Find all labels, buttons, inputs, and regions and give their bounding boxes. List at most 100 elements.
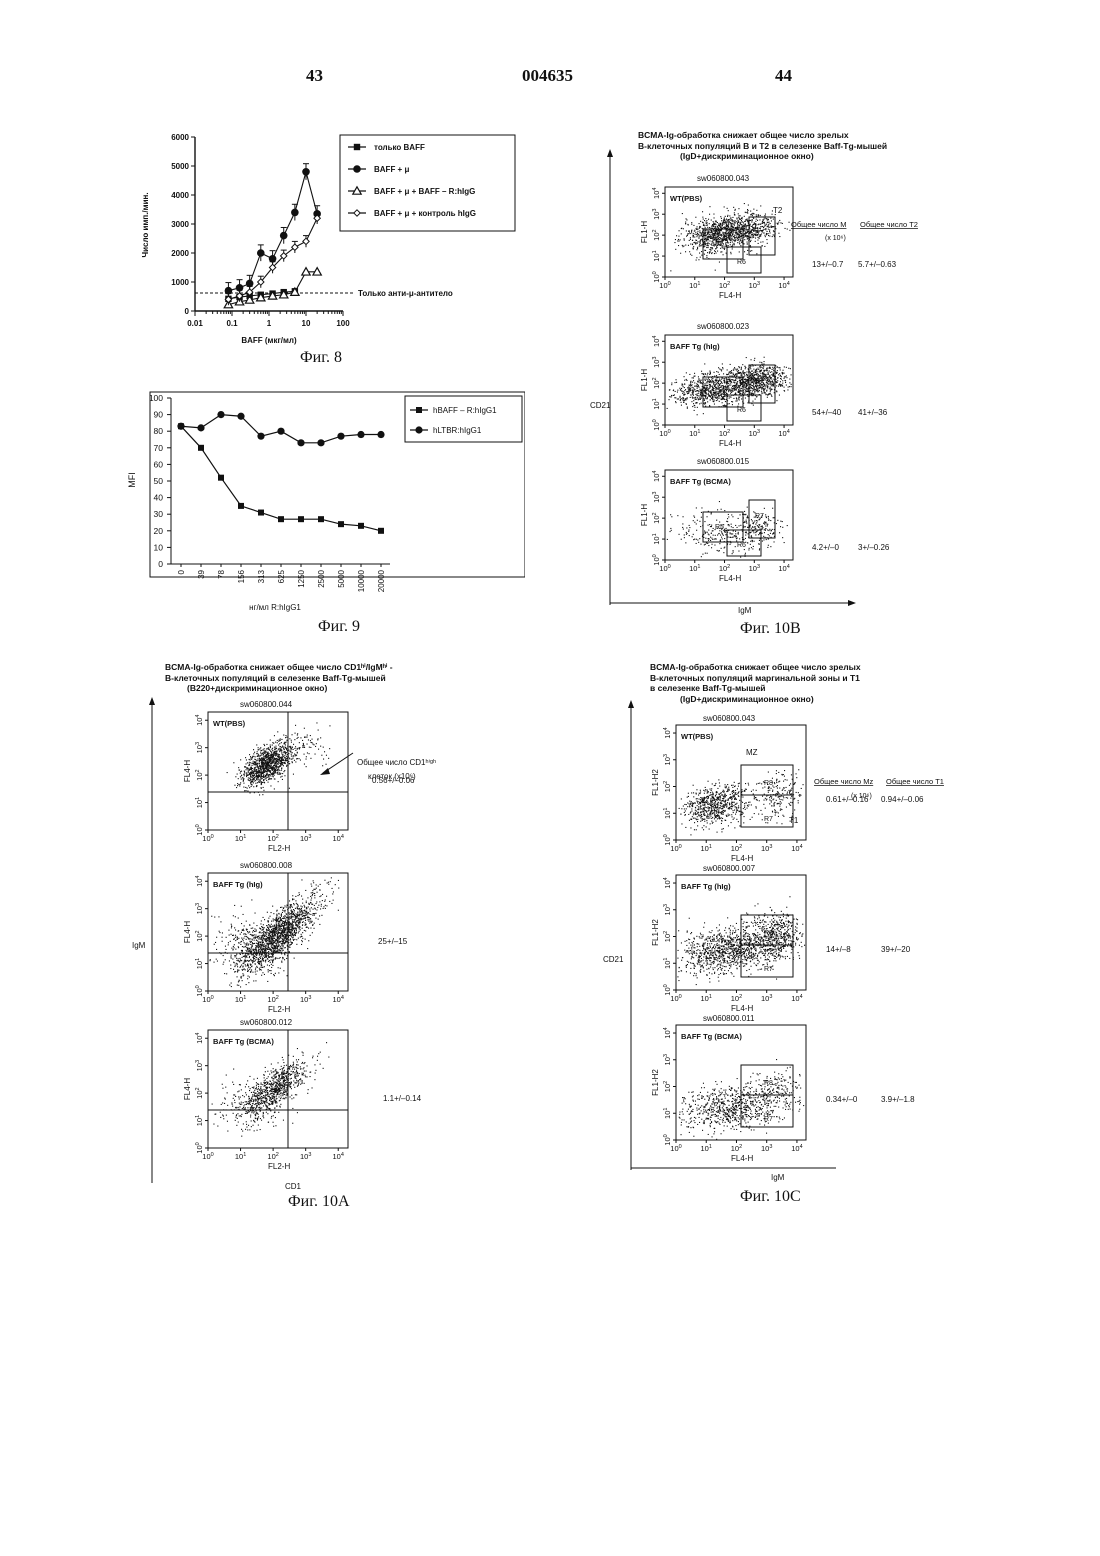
fig10c-plot-y-tick-label: 104 — [663, 1027, 672, 1038]
fig10a-plot-x-tick-label: 103 — [300, 1152, 311, 1161]
fig10b-figure: CD21IgMОбщее число МОбщее число Т2(x 10⁶… — [590, 145, 940, 615]
fig10c-plot-y-tick-label: 102 — [663, 931, 672, 942]
fig10a-plot-y-tick-label: 102 — [195, 1087, 204, 1098]
fig9-y-tick-label: 50 — [154, 476, 164, 486]
fig10b-panel-id: sw060800.023 — [697, 322, 750, 331]
fig10b-plot-y-tick-label: 103 — [652, 357, 661, 368]
fig10c-value-mz: 0.61+/–0.16 — [826, 795, 869, 804]
fig9-y-tick-label: 20 — [154, 526, 164, 536]
fig10c-panel-label: BAFF Tg (hIg) — [681, 882, 731, 891]
fig10c-plot-xlabel: FL4-H — [731, 854, 753, 863]
fig10c-gate-label-t1: T1 — [789, 816, 799, 825]
fig10b-plot-x-tick-label: 102 — [719, 429, 730, 438]
fig10a-title-line3: (B220+дискриминационное окно) — [165, 683, 393, 694]
fig8-chart: Число имп./мин. BAFF (мкг/мл) 0100020003… — [130, 125, 520, 355]
fig10b-plot-x-tick-label: 103 — [749, 564, 760, 573]
fig10b-value-m: 13+/–0.7 — [812, 260, 844, 269]
fig10a-plot-x-tick-label: 101 — [235, 995, 246, 1004]
fig9-x-tick-label: 2500 — [317, 569, 326, 587]
fig10b-plot-y-tick-label: 104 — [652, 188, 661, 199]
fig10b-plot-ylabel: FL1-H — [640, 369, 649, 391]
fig10a-plot-y-tick-label: 103 — [195, 903, 204, 914]
fig10b-caption: Фиг. 10B — [740, 620, 801, 638]
fig10c-plot-x-tick-label: 102 — [731, 1144, 742, 1153]
fig10a-plot-x-tick-label: 103 — [300, 995, 311, 1004]
fig9-caption: Фиг. 9 — [318, 618, 360, 636]
fig9-legend-marker — [415, 426, 422, 433]
fig10c-value-mz: 0.34+/–0 — [826, 1095, 858, 1104]
fig9-y-tick-label: 0 — [158, 559, 163, 569]
fig9-point — [337, 433, 344, 440]
fig10c-value-mz: 14+/–8 — [826, 945, 851, 954]
fig8-legend-label: BAFF + μ + BAFF – R:hIgG — [374, 187, 475, 196]
fig10c-gate-label-r7: R7 — [764, 966, 773, 973]
fig10a-plot-y-tick-label: 100 — [195, 824, 204, 835]
fig10c-plot-x-tick-label: 100 — [670, 994, 681, 1003]
fig8-x-tick-label: 0.1 — [226, 319, 238, 328]
fig10a-plot-y-tick-label: 102 — [195, 769, 204, 780]
fig9-point — [258, 510, 264, 516]
fig10b-axis-x-label: IgM — [738, 606, 752, 615]
fig9-y-tick-label: 40 — [154, 493, 164, 503]
fig10b-axis-y-label: CD21 — [590, 401, 611, 410]
fig9-point — [278, 516, 284, 522]
fig10a-plot-y-tick-label: 100 — [195, 985, 204, 996]
fig10c-plot-ylabel: FL1-H2 — [651, 919, 660, 946]
fig10a-caption: Фиг. 10A — [288, 1193, 350, 1211]
patent-number: 004635 — [522, 66, 573, 86]
fig8-x-tick-label: 0.01 — [187, 319, 203, 328]
fig10a-plot-y-tick-label: 101 — [195, 797, 204, 808]
fig10a-plot-x-tick-label: 104 — [333, 834, 344, 843]
fig9-point — [358, 523, 364, 529]
fig10b-plot-y-tick-label: 100 — [652, 271, 661, 282]
fig10b-x-arrowhead — [848, 600, 856, 606]
fig9-x-tick-label: 1250 — [297, 569, 306, 587]
fig10b-plot-xlabel: FL4-H — [719, 439, 741, 448]
fig10c-plot-x-tick-label: 104 — [791, 844, 802, 853]
fig9-series-line — [181, 426, 381, 531]
fig10c-plot-y-tick-label: 100 — [663, 984, 672, 995]
fig10a-scatter — [212, 1042, 330, 1137]
fig10c-plot-y-tick-label: 101 — [663, 808, 672, 819]
fig10c-gate-label-r8: R8 — [764, 780, 773, 787]
fig10c-plot-ylabel: FL1-H2 — [651, 1069, 660, 1096]
fig10c-panel-label: BAFF Tg (BCMA) — [681, 1032, 742, 1041]
fig9-legend-label: hBAFF – R:hIgG1 — [433, 406, 497, 415]
fig8-x-tick-label: 100 — [336, 319, 350, 328]
fig9-point — [277, 428, 284, 435]
fig10c-gate-label-r8: R8 — [764, 1080, 773, 1087]
fig8-point — [257, 249, 265, 257]
fig9-frame — [150, 392, 525, 577]
fig10c-plot-x-tick-label: 101 — [701, 994, 712, 1003]
fig10b-value-m: 4.2+/–0 — [812, 543, 839, 552]
fig10b-panel-id: sw060800.015 — [697, 457, 750, 466]
fig9-point — [217, 411, 224, 418]
fig10c-plot-ylabel: FL1-H2 — [651, 769, 660, 796]
fig8-ylabel: Число имп./мин. — [141, 192, 150, 257]
fig10b-plot-x-tick-label: 104 — [778, 281, 789, 290]
fig10b-plot-y-tick-label: 101 — [652, 398, 661, 409]
fig10c-title: BCMA-Ig-обработка снижает общее число зр… — [650, 662, 861, 704]
fig9-point — [378, 528, 384, 534]
fig10b-plot-y-tick-label: 101 — [652, 533, 661, 544]
fig8-legend-marker — [353, 165, 361, 173]
fig10b-plot-y-tick-label: 102 — [652, 512, 661, 523]
fig10c-title-line2: В-клеточных популяций маргинальной зоны … — [650, 673, 861, 684]
fig8-y-tick-label: 2000 — [171, 249, 189, 258]
fig10a-panel-label: WT(PBS) — [213, 719, 246, 728]
fig10a-plot-xlabel: FL2-H — [268, 1005, 290, 1014]
fig10a-plot-x-tick-label: 102 — [267, 834, 278, 843]
fig10b-plot-x-tick-label: 104 — [778, 429, 789, 438]
fig10b-gate-label-r6: R6 — [737, 259, 746, 266]
fig10a-scatter — [210, 877, 340, 987]
fig10a-panel-label: BAFF Tg (hIg) — [213, 880, 263, 889]
fig10c-caption: Фиг. 10C — [740, 1188, 801, 1206]
fig10c-panel-label: WT(PBS) — [681, 732, 714, 741]
fig10c-plot-y-tick-label: 100 — [663, 834, 672, 845]
fig8-point — [280, 232, 288, 240]
fig10c-plot-x-tick-label: 103 — [761, 1144, 772, 1153]
fig10b-plot-y-tick-label: 103 — [652, 209, 661, 220]
fig10c-plot-y-tick-label: 103 — [663, 754, 672, 765]
fig10b-plot-y-tick-label: 104 — [652, 471, 661, 482]
fig10a-panel-label: BAFF Tg (BCMA) — [213, 1037, 274, 1046]
